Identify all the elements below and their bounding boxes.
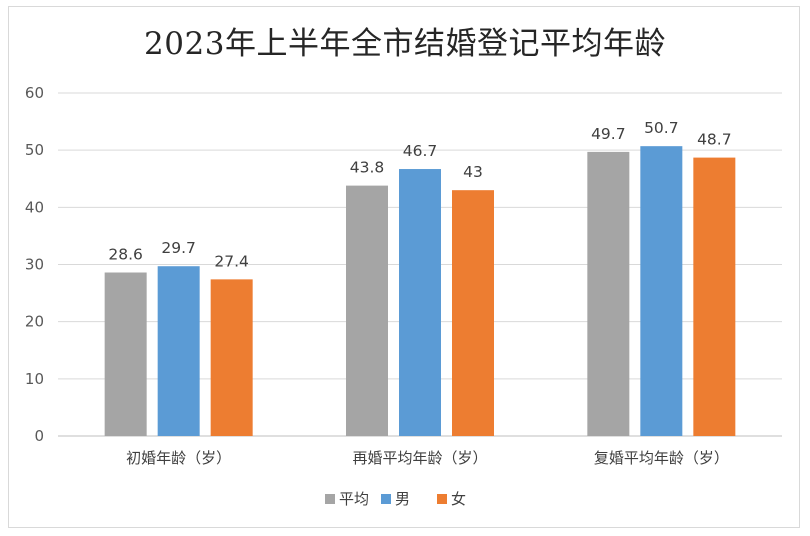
legend: 平均 男 女 xyxy=(325,490,466,508)
x-tick-label: 初婚年龄（岁） xyxy=(126,449,231,467)
x-tick-label: 复婚平均年龄（岁） xyxy=(594,449,729,467)
y-tick-label: 40 xyxy=(25,198,44,216)
legend-swatch xyxy=(325,494,335,504)
bar xyxy=(693,157,736,436)
data-label: 28.6 xyxy=(108,246,143,264)
data-label: 46.7 xyxy=(403,142,438,160)
bar xyxy=(640,146,683,437)
x-axis-categories: 初婚年龄（岁） 再婚平均年龄（岁） 复婚平均年龄（岁） xyxy=(126,449,729,467)
legend-label: 男 xyxy=(395,490,410,508)
y-tick-label: 50 xyxy=(25,141,44,159)
bar xyxy=(452,190,494,436)
chart-title: 2023年上半年全市结婚登记平均年龄 xyxy=(144,26,666,62)
bar xyxy=(399,169,441,436)
legend-swatch xyxy=(381,494,391,504)
data-label: 50.7 xyxy=(644,119,679,137)
y-tick-label: 0 xyxy=(34,427,44,445)
bars xyxy=(104,146,736,437)
data-label: 29.7 xyxy=(161,239,196,257)
data-label: 43 xyxy=(463,163,483,181)
data-label: 49.7 xyxy=(591,125,626,143)
y-tick-label: 20 xyxy=(25,313,44,331)
legend-swatch xyxy=(437,494,447,504)
data-label: 27.4 xyxy=(214,252,249,270)
data-label: 43.8 xyxy=(350,159,385,177)
legend-label: 女 xyxy=(451,490,466,508)
bar xyxy=(587,151,630,437)
data-labels: 28.6 29.7 27.4 43.8 46.7 43 49.7 50.7 48.7 xyxy=(108,119,731,270)
y-tick-label: 30 xyxy=(25,256,44,274)
y-tick-label: 60 xyxy=(25,84,44,102)
x-tick-label: 再婚平均年龄（岁） xyxy=(352,449,487,467)
bar xyxy=(210,279,253,436)
bar xyxy=(157,266,200,436)
legend-label: 平均 xyxy=(339,490,369,508)
bar xyxy=(346,185,388,436)
y-axis-ticks: 0 10 20 30 40 50 60 xyxy=(25,84,44,445)
data-label: 48.7 xyxy=(697,131,732,149)
y-tick-label: 10 xyxy=(25,370,44,388)
bar xyxy=(104,272,147,436)
